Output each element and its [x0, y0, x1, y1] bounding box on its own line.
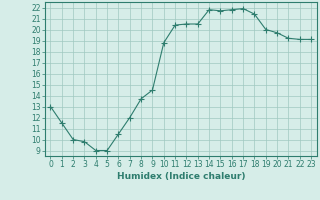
X-axis label: Humidex (Indice chaleur): Humidex (Indice chaleur) — [116, 172, 245, 181]
